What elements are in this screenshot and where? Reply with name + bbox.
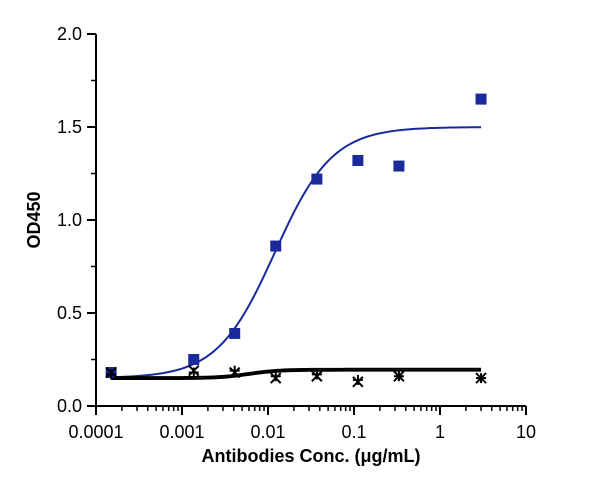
axes [95, 34, 526, 407]
y-tick-label: 0.5 [57, 303, 82, 323]
plus-point [352, 374, 363, 385]
fit-curves [111, 126, 482, 381]
plus-point [393, 371, 404, 382]
x-tick-label: 0.1 [341, 422, 366, 442]
square-point [352, 154, 364, 166]
square-point [475, 93, 487, 105]
x-ticks: 0.0001 0.001 0.01 0.1 1 10 [68, 406, 536, 442]
x-axis-title: Antibodies Conc. (μg/mL) [202, 446, 421, 466]
plus-point [106, 369, 117, 380]
y-tick-label: 2.0 [57, 24, 82, 44]
fit-curve [111, 126, 482, 379]
x-tick-label: 0.01 [250, 422, 285, 442]
x-tick-label: 0.001 [159, 422, 204, 442]
y-axis-title: OD450 [24, 191, 44, 248]
fit-curve [111, 367, 482, 379]
plus-point [188, 367, 199, 378]
x-tick-label: 10 [516, 422, 536, 442]
y-tick-label: 1.0 [57, 210, 82, 230]
square-point [393, 160, 405, 172]
x-tick-label: 0.0001 [68, 422, 123, 442]
square-point [270, 240, 282, 252]
plus-point [476, 373, 487, 384]
plus-point [229, 365, 240, 376]
x-tick-label: 1 [435, 422, 445, 442]
plus-point [311, 369, 322, 380]
fit-curve [111, 369, 482, 381]
y-ticks: 0.0 0.5 1.0 1.5 2.0 [57, 24, 96, 416]
square-point [188, 354, 200, 365]
y-tick-label: 1.5 [57, 117, 82, 137]
y-tick-label: 0.0 [57, 396, 82, 416]
plus-point [270, 371, 281, 382]
square-point [311, 173, 323, 185]
square-point [229, 327, 241, 339]
data-markers [105, 93, 487, 388]
